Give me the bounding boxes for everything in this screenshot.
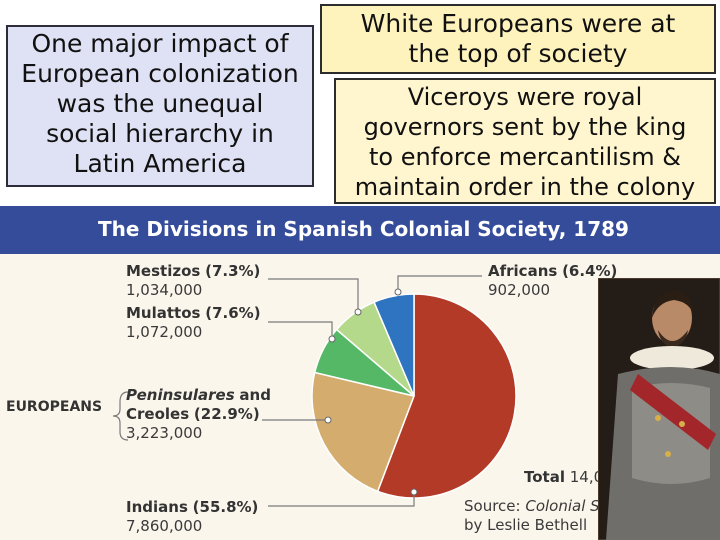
leader-africans (397, 275, 482, 292)
leader-indians (268, 492, 415, 507)
pie-slice-peninsulares-creoles (311, 371, 416, 493)
pie-slice-africans (373, 293, 415, 397)
leader-mestizos (268, 278, 359, 312)
impact-text-box: One major impact of European colonizatio… (6, 25, 314, 187)
label-mestizos: Mestizos (7.3%) 1,034,000 (126, 262, 261, 299)
chart-title: The Divisions in Spanish Colonial Societ… (98, 217, 629, 241)
leader-dots (324, 288, 418, 496)
leader-lines (112, 275, 482, 507)
europeans-top-text-box: White Europeans were at the top of socie… (320, 4, 716, 74)
viceroy-portrait (598, 278, 720, 540)
pie-slice-indians (376, 293, 517, 499)
pie-chart (112, 275, 517, 507)
label-mulattos: Mulattos (7.6%) 1,072,000 (126, 304, 261, 341)
leader-mulattos (268, 321, 333, 339)
colonial-society-chart: The Divisions in Spanish Colonial Societ… (0, 206, 720, 540)
europeans-brace (112, 391, 129, 441)
label-indians: Indians (55.8%) 7,860,000 (126, 498, 259, 535)
europeans-group-label: EUROPEANS (6, 399, 103, 415)
pie-slices (311, 293, 517, 499)
label-peninsulares-creoles: Peninsulares and Creoles (22.9%) 3,223,0… (126, 386, 271, 442)
label-africans: Africans (6.4%) 902,000 (488, 262, 618, 299)
viceroy-text-box: Viceroys were royal governors sent by th… (334, 78, 716, 204)
chart-header: The Divisions in Spanish Colonial Societ… (0, 206, 720, 254)
